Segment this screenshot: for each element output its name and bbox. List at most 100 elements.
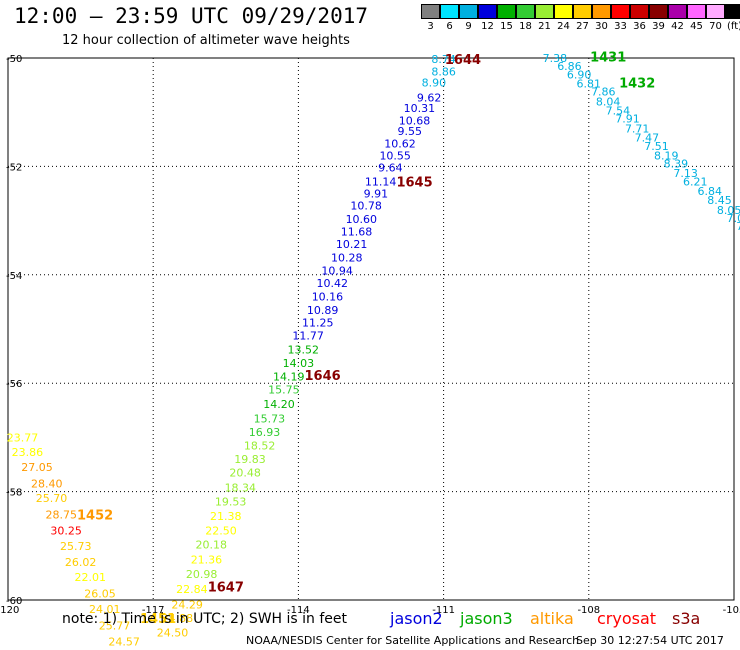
swh-label-s3a: 9.55 xyxy=(397,125,422,138)
swh-label-s3a: 8.86 xyxy=(431,66,456,79)
legend-swatch xyxy=(668,4,687,19)
legend-unit: (ft) xyxy=(726,21,740,32)
swh-label-jason3: 8.04 xyxy=(596,95,621,108)
swh-label-s3a: 10.60 xyxy=(346,213,378,226)
swh-label-s3a: 14.19 xyxy=(273,371,305,384)
swh-label-s3a: 16.93 xyxy=(249,426,281,439)
x-tick-label: -120 xyxy=(0,605,19,616)
swh-label-jason3: 7.47 xyxy=(635,132,660,145)
footer-timestamp: Sep 30 12:27:54 UTC 2017 xyxy=(576,634,724,647)
swh-label-s3a: 10.68 xyxy=(399,114,431,127)
swh-label-jason3: 7.91 xyxy=(615,113,640,126)
swh-label-altika: 23.77 xyxy=(7,431,39,444)
legend-swatch xyxy=(706,4,725,19)
y-tick-label: -60 xyxy=(6,596,22,607)
legend-label: 27 xyxy=(576,21,589,32)
swh-label-jason3: 6.21 xyxy=(683,176,708,189)
swh-label-s3a: 21.38 xyxy=(210,510,242,523)
swh-label-altika: 26.05 xyxy=(84,587,116,600)
pass-time-label: 1647 xyxy=(208,580,244,595)
legend-swatch xyxy=(516,4,535,19)
swh-label-jason3: 7.01 xyxy=(727,212,740,225)
legend-swatch xyxy=(592,4,611,19)
swh-label-s3a: 9.91 xyxy=(364,188,389,201)
legend-label: 18 xyxy=(519,21,532,32)
swh-label-jason3: 6.81 xyxy=(577,77,602,90)
chart-subtitle: 12 hour collection of altimeter wave hei… xyxy=(62,33,350,48)
legend-label: 45 xyxy=(690,21,703,32)
swh-label-s3a: 10.62 xyxy=(384,138,416,151)
swh-label-s3a: 9.64 xyxy=(378,161,403,174)
swh-label-jason3: 7.26 xyxy=(736,220,740,233)
legend-swatch xyxy=(478,4,497,19)
swh-label-s3a: 10.89 xyxy=(307,304,339,317)
pass-time-label: 1431 xyxy=(590,50,626,65)
swh-label-s3a: 20.48 xyxy=(229,467,261,480)
swh-label-s3a: 24.29 xyxy=(171,598,203,611)
legend-swatch xyxy=(630,4,649,19)
swh-label-s3a: 19.53 xyxy=(215,495,247,508)
swh-label-s3a: 10.28 xyxy=(331,251,363,264)
y-tick-label: -50 xyxy=(6,54,22,65)
x-tick-label: -108 xyxy=(577,605,600,616)
swh-label-altika: 25.73 xyxy=(60,540,92,553)
swh-label-s3a: 24.88 xyxy=(162,612,194,625)
legend-swatch xyxy=(573,4,592,19)
footer-credit: NOAA/NESDIS Center for Satellite Applica… xyxy=(246,634,580,647)
pass-time-label: 1644 xyxy=(445,53,481,68)
y-tick-label: -52 xyxy=(6,162,22,173)
swh-label-s3a: 9.62 xyxy=(417,92,442,105)
swh-label-jason3: 7.54 xyxy=(606,105,631,118)
swh-label-jason3: 6.90 xyxy=(567,68,592,81)
swh-label-s3a: 10.21 xyxy=(336,238,368,251)
legend-swatch xyxy=(611,4,630,19)
swh-label-s3a: 10.94 xyxy=(321,264,353,277)
swh-label-jason3: 6.84 xyxy=(698,185,723,198)
y-tick-label: -54 xyxy=(6,271,22,282)
legend-swatch xyxy=(421,4,440,19)
swh-label-s3a: 10.31 xyxy=(404,102,436,115)
swh-label-s3a: 14.20 xyxy=(263,398,295,411)
swh-label-s3a: 22.84 xyxy=(176,583,208,596)
swh-label-altika: 24.01 xyxy=(89,603,121,616)
plot-frame xyxy=(7,57,735,601)
pass-time-label: 1452 xyxy=(77,508,113,523)
legend-swatch xyxy=(687,4,706,19)
swh-label-altika: 23.86 xyxy=(12,446,44,459)
swh-label-s3a: 18.52 xyxy=(244,440,276,453)
swh-label-s3a: 20.98 xyxy=(186,568,218,581)
swh-label-altika: 25.70 xyxy=(36,492,68,505)
swh-label-jason3: 7.13 xyxy=(673,167,698,180)
swh-label-altika: 26.02 xyxy=(65,556,97,569)
swh-label-jason3: 8.39 xyxy=(664,158,689,171)
legend-swatch xyxy=(497,4,516,19)
legend-swatch xyxy=(440,4,459,19)
legend-swatch xyxy=(554,4,573,19)
swh-label-altika: 27.05 xyxy=(21,461,53,474)
swh-label-altika: 28.40 xyxy=(31,477,63,490)
swh-label-s3a: 15.75 xyxy=(268,384,300,397)
swh-label-s3a: 15.73 xyxy=(254,412,286,425)
swh-label-jason3: 6.86 xyxy=(557,60,582,73)
swh-label-s3a: 14.03 xyxy=(283,357,315,370)
swh-label-s3a: 10.55 xyxy=(379,150,411,163)
legend-label: 39 xyxy=(652,21,665,32)
swh-label-s3a: 10.78 xyxy=(350,199,382,212)
chart-title: 12:00 — 23:59 UTC 09/29/2017 xyxy=(14,4,369,28)
legend-label: 6 xyxy=(446,21,453,32)
y-tick-label: -58 xyxy=(6,488,22,499)
note-text: note: 1) Time is in UTC; 2) SWH is in fe… xyxy=(62,611,348,627)
swh-label-s3a: 11.77 xyxy=(292,330,324,343)
swh-label-s3a: 21.36 xyxy=(191,553,223,566)
swh-label-s3a: 11.68 xyxy=(341,225,373,238)
y-tick-label: -56 xyxy=(6,379,22,390)
legend-label: 21 xyxy=(538,21,551,32)
swh-label-s3a: 22.50 xyxy=(205,525,237,538)
pass-time-label: 1451 xyxy=(140,612,176,627)
x-tick-label: -114 xyxy=(287,605,310,616)
pass-time-label: 1645 xyxy=(396,176,432,191)
swh-label-s3a: 8.90 xyxy=(422,76,447,89)
swh-label-altika: 30.25 xyxy=(50,525,82,538)
mission-label-altika: altika xyxy=(530,609,574,628)
